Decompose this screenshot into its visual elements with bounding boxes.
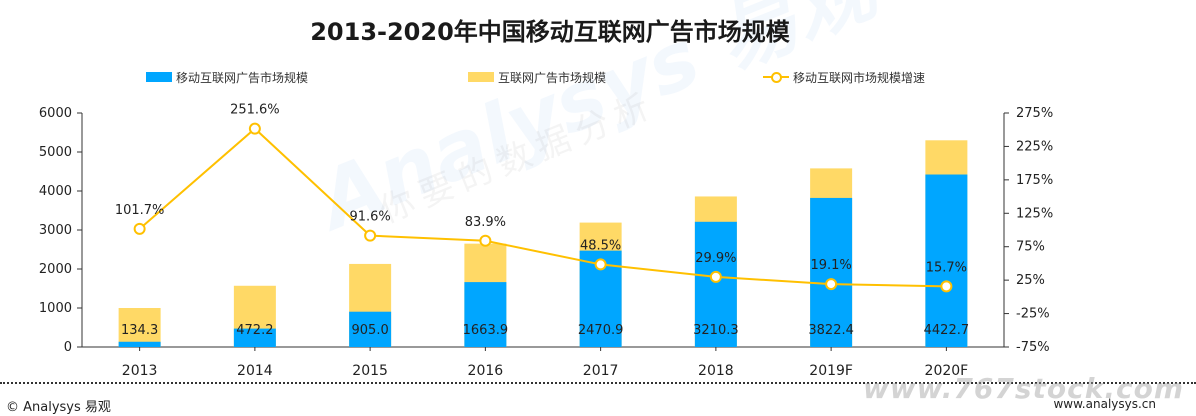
y-right-tick-label: 125% xyxy=(1016,206,1053,221)
y-right-tick-label: 175% xyxy=(1016,173,1053,188)
legend-line-marker xyxy=(763,71,789,83)
x-tick-label: 2014 xyxy=(237,363,273,379)
growth-data-label: 29.9% xyxy=(695,251,736,266)
y-left-tick-label: 5000 xyxy=(39,145,72,160)
growth-point xyxy=(479,234,492,247)
legend-item-growth: 移动互联网市场规模增速 xyxy=(763,68,925,86)
bar-data-label: 905.0 xyxy=(352,323,389,338)
bar-mobile-ad xyxy=(810,197,853,347)
y-left-tick-label: 0 xyxy=(64,340,72,355)
y-right-tick-label: -75% xyxy=(1016,340,1050,355)
y-right-tick-label: -25% xyxy=(1016,307,1050,322)
growth-data-label: 19.1% xyxy=(810,258,851,273)
x-tick-label: 2018 xyxy=(698,363,734,379)
y-right-tick-label: 25% xyxy=(1016,273,1045,288)
growth-data-label: 83.9% xyxy=(465,215,506,230)
bar-data-label: 4422.7 xyxy=(924,323,970,338)
bar-data-label: 3822.4 xyxy=(808,323,854,338)
bar-mobile-ad xyxy=(925,174,968,347)
legend-label: 移动互联网广告市场规模 xyxy=(176,70,309,85)
legend-swatch-yellow xyxy=(468,72,494,82)
growth-line xyxy=(138,127,947,288)
growth-data-label: 251.6% xyxy=(230,103,280,118)
y-left-tick-label: 3000 xyxy=(39,223,72,238)
x-tick-label: 2013 xyxy=(122,363,158,379)
bar-data-label: 2470.9 xyxy=(578,323,624,338)
y-left-tick-label: 6000 xyxy=(39,106,72,121)
growth-point xyxy=(709,270,722,283)
x-tick-label: 2015 xyxy=(352,363,388,379)
legend-swatch-blue xyxy=(146,72,172,82)
site-watermark: www.767stock.com xyxy=(862,372,1184,405)
y-right-tick-label: 75% xyxy=(1016,240,1045,255)
chart-title: 2013-2020年中国移动互联网广告市场规模 xyxy=(310,18,790,46)
y-left-tick-label: 4000 xyxy=(39,184,72,199)
bar-mobile-ad xyxy=(464,282,507,347)
growth-point xyxy=(825,278,838,291)
growth-point xyxy=(364,229,377,242)
legend-item-internet-ad: 互联网广告市场规模 xyxy=(468,68,606,86)
footer-website: www.analysys.cn xyxy=(1053,397,1156,411)
bar-data-label: 134.3 xyxy=(121,323,158,338)
bar-mobile-ad xyxy=(694,221,737,347)
y-left-tick-label: 2000 xyxy=(39,262,72,277)
x-tick-label: 2020F xyxy=(925,363,969,379)
footer-copyright: © Analysys 易观 xyxy=(6,400,111,415)
growth-point xyxy=(594,258,607,271)
y-right-tick-label: 225% xyxy=(1016,139,1053,154)
growth-data-label: 91.6% xyxy=(349,210,390,225)
bar-mobile-ad xyxy=(118,341,161,347)
footer-divider xyxy=(0,382,1196,384)
growth-data-label: 48.5% xyxy=(580,238,621,253)
bar-internet-ad xyxy=(118,308,161,347)
growth-data-label: 15.7% xyxy=(926,260,967,275)
bar-data-label: 3210.3 xyxy=(693,323,739,338)
bar-mobile-ad xyxy=(233,328,276,347)
legend-label: 互联网广告市场规模 xyxy=(498,70,607,85)
y-left-tick-label: 1000 xyxy=(39,301,72,316)
bar-data-label: 472.2 xyxy=(236,323,273,338)
bar-data-label: 1663.9 xyxy=(463,323,509,338)
growth-data-label: 101.7% xyxy=(115,203,165,218)
growth-point xyxy=(248,122,261,135)
chart-legend: 移动互联网广告市场规模 互联网广告市场规模 移动互联网市场规模增速 xyxy=(0,68,1196,88)
x-tick-label: 2019F xyxy=(809,363,853,379)
legend-label: 移动互联网市场规模增速 xyxy=(793,70,926,85)
x-tick-label: 2016 xyxy=(468,363,504,379)
legend-item-mobile-ad: 移动互联网广告市场规模 xyxy=(146,68,308,86)
x-tick-label: 2017 xyxy=(583,363,619,379)
growth-point xyxy=(133,222,146,235)
y-right-tick-label: 275% xyxy=(1016,106,1053,121)
bar-mobile-ad xyxy=(349,311,392,347)
growth-point xyxy=(940,280,953,293)
